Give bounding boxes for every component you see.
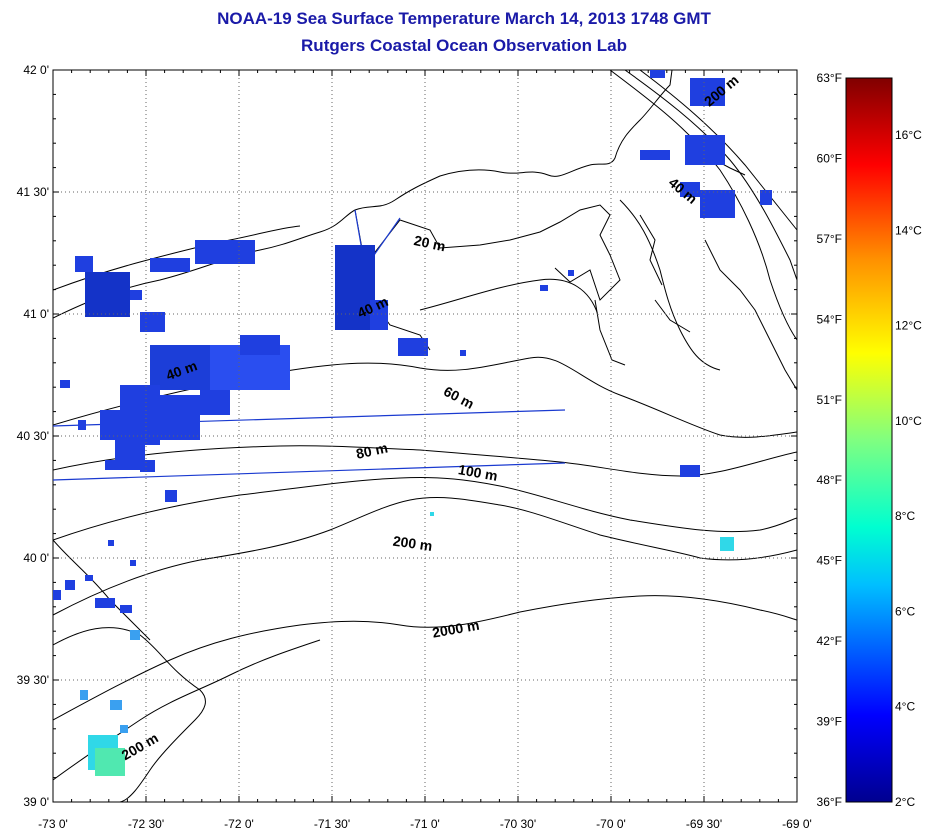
contour-label: 200 m bbox=[392, 533, 434, 554]
contour-label: 80 m bbox=[355, 439, 390, 461]
latitude-label: 41 30' bbox=[17, 185, 49, 199]
latitude-label: 39 0' bbox=[23, 795, 49, 809]
colorbar-c-label: 10°C bbox=[895, 414, 922, 428]
bathymetry-contours bbox=[53, 70, 797, 781]
colorbar-c-label: 6°C bbox=[895, 604, 915, 618]
colorbar-c-label: 8°C bbox=[895, 509, 915, 523]
contour-label: 100 m bbox=[457, 461, 499, 484]
sst-data bbox=[53, 70, 772, 776]
colorbar-f-label: 57°F bbox=[817, 232, 842, 246]
axis-ticks bbox=[52, 69, 798, 803]
colorbar-c-label: 14°C bbox=[895, 223, 922, 237]
latitude-label: 40 0' bbox=[23, 551, 49, 565]
longitude-label: -70 30' bbox=[500, 817, 536, 831]
longitude-label: -71 0' bbox=[410, 817, 440, 831]
colorbar-celsius-labels: 16°C 14°C 12°C 10°C 8°C 6°C 4°C 2°C bbox=[895, 128, 922, 809]
colorbar-f-label: 54°F bbox=[817, 312, 842, 326]
colorbar-c-label: 16°C bbox=[895, 128, 922, 142]
longitude-label: -72 30' bbox=[128, 817, 164, 831]
longitude-label: -71 30' bbox=[314, 817, 350, 831]
latitude-label: 41 0' bbox=[23, 307, 49, 321]
colorbar-f-label: 63°F bbox=[817, 71, 842, 85]
colorbar-f-label: 42°F bbox=[817, 634, 842, 648]
colorbar-f-label: 45°F bbox=[817, 554, 842, 568]
longitude-label: -69 30' bbox=[686, 817, 722, 831]
colorbar-f-label: 39°F bbox=[817, 715, 842, 729]
map-subtitle: Rutgers Coastal Ocean Observation Lab bbox=[301, 36, 627, 55]
colorbar-f-label: 48°F bbox=[817, 473, 842, 487]
longitude-label: -69 0' bbox=[782, 817, 812, 831]
longitude-labels: -73 0' -72 30' -72 0' -71 30' -71 0' -70 30' -… bbox=[38, 817, 812, 831]
map-title: NOAA-19 Sea Surface Temperature March 14… bbox=[217, 9, 711, 28]
colorbar-f-label: 36°F bbox=[817, 795, 842, 809]
colorbar-f-label: 51°F bbox=[817, 393, 842, 407]
latitude-labels: 42 0' 41 30' 41 0' 40 30' 40 0' 39 30' 39 0' bbox=[17, 63, 49, 809]
colorbar-fahrenheit-labels: 63°F 60°F 57°F 54°F 51°F 48°F 45°F 42°F 39°F 36°F bbox=[817, 71, 842, 809]
colorbar-c-label: 12°C bbox=[895, 319, 922, 333]
longitude-label: -73 0' bbox=[38, 817, 68, 831]
colorbar-c-label: 4°C bbox=[895, 700, 915, 714]
colorbar-f-label: 60°F bbox=[817, 151, 842, 165]
latitude-label: 42 0' bbox=[23, 63, 49, 77]
contour-label: 20 m bbox=[412, 232, 447, 254]
colorbar bbox=[845, 77, 893, 803]
longitude-label: -70 0' bbox=[596, 817, 626, 831]
grid-lines bbox=[53, 70, 797, 802]
colorbar-c-label: 2°C bbox=[895, 795, 915, 809]
longitude-label: -72 0' bbox=[224, 817, 254, 831]
latitude-label: 39 30' bbox=[17, 673, 49, 687]
latitude-label: 40 30' bbox=[17, 429, 49, 443]
